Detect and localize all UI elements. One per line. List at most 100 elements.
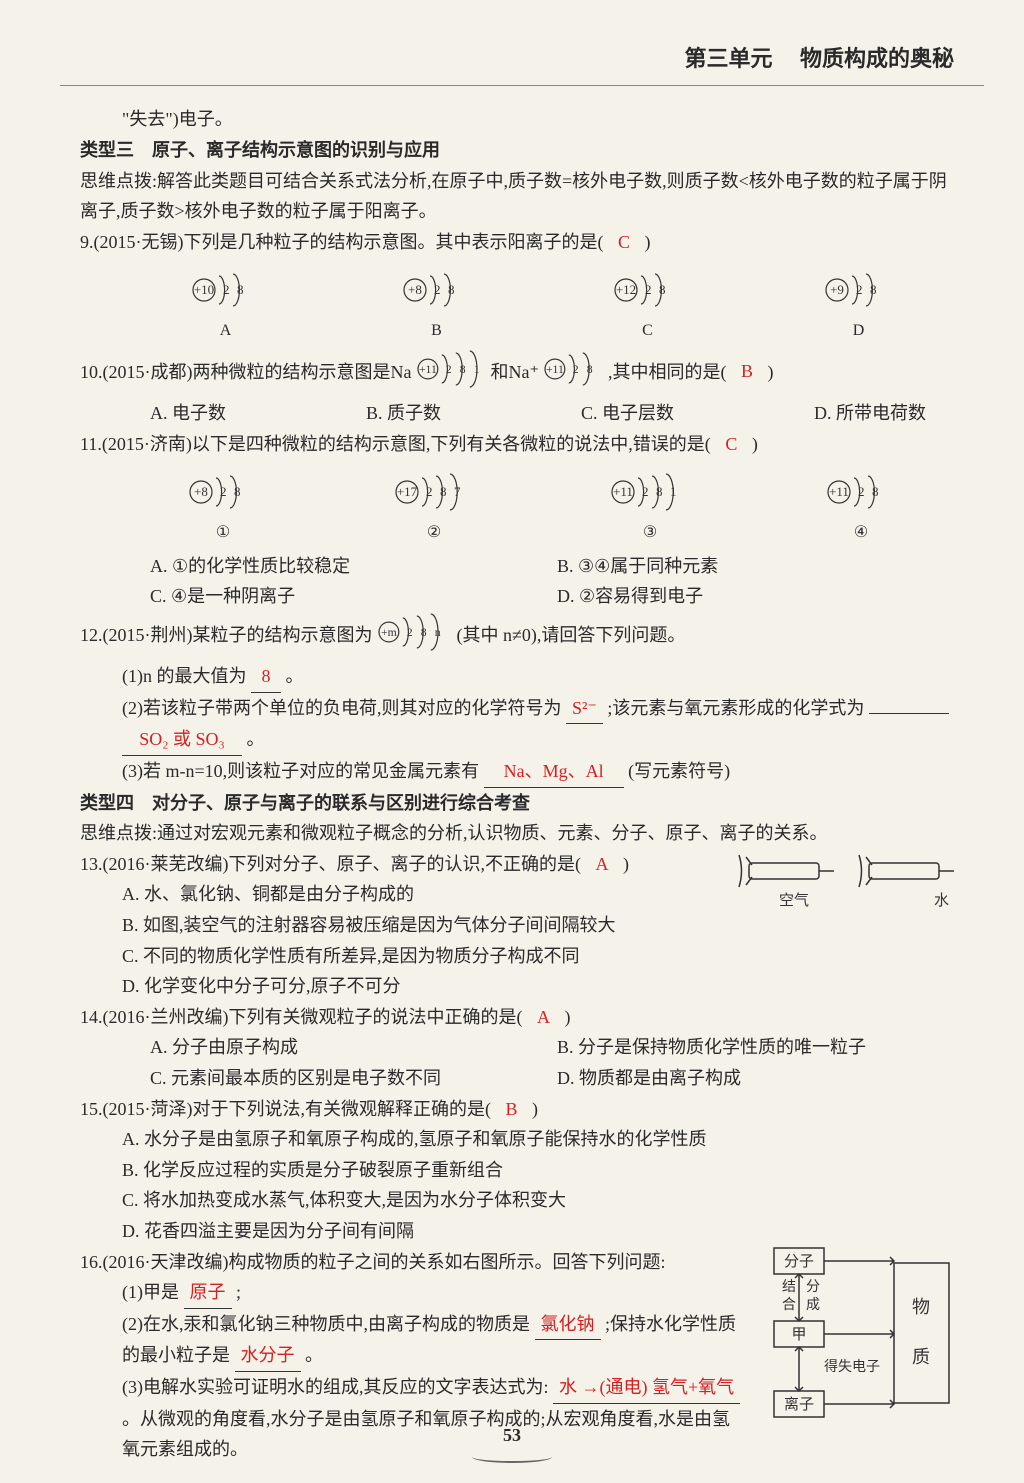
svg-text:2: 2: [426, 484, 433, 499]
svg-text:+9: +9: [830, 282, 844, 297]
type4-heading: 类型四 对分子、原子与离子的联系与区别进行综合考查: [80, 788, 964, 819]
svg-text:分子: 分子: [784, 1253, 814, 1270]
svg-text:2: 2: [573, 363, 579, 376]
atom-diagram: +11281③: [610, 467, 690, 546]
q15-stem: 15.(2015·菏泽)对于下列说法,有关微观解释正确的是( B ): [80, 1094, 964, 1125]
svg-text:2: 2: [220, 484, 227, 499]
svg-text:分: 分: [806, 1279, 820, 1295]
svg-text:+10: +10: [193, 282, 213, 297]
q11-options: A. ①的化学性质比较稳定 B. ③④属于同种元素 C. ④是一种阴离子 D. …: [150, 551, 964, 612]
atom-diagram: +828B: [402, 265, 472, 344]
q12-part3: (3)若 m-n=10,则该粒子对应的常见金属元素有 Na、Mg、Al (写元素…: [122, 756, 964, 788]
svg-text:2: 2: [407, 626, 413, 639]
svg-text:8: 8: [448, 282, 455, 297]
q12-ans2b: SO₂ 或 SO₃: [122, 724, 242, 756]
svg-text:8: 8: [421, 626, 427, 639]
svg-text:甲: 甲: [791, 1327, 806, 1343]
svg-text:结: 结: [782, 1279, 796, 1295]
opt-d: D. 化学变化中分子可分,原子不可分: [122, 971, 964, 1002]
q12-ans3: Na、Mg、Al: [484, 756, 624, 788]
svg-text:1: 1: [474, 363, 480, 376]
header-underline: [60, 85, 984, 86]
syringe-icon: 空气 水: [734, 845, 964, 925]
atom-diagram: +928D: [824, 265, 894, 344]
svg-text:2: 2: [858, 484, 865, 499]
opt-b: B. 分子是保持物质化学性质的唯一粒子: [557, 1032, 964, 1063]
opt-c: C. 元素间最本质的区别是电子数不同: [150, 1063, 557, 1094]
opt-a: A. ①的化学性质比较稳定: [150, 551, 557, 582]
relation-diagram: 分子 甲 离子 结 合 分 成 得失电子 物 质: [764, 1243, 964, 1433]
q11-answer: C: [715, 434, 747, 454]
q16-ans2b: 水分子: [235, 1340, 301, 1372]
svg-text:+12: +12: [615, 282, 635, 297]
opt-a: A. 分子由原子构成: [150, 1032, 557, 1063]
opt-b: B. 质子数: [366, 398, 441, 429]
atom-diagram: +1228C: [613, 265, 683, 344]
atom-diagram: +17287②: [394, 467, 474, 546]
unit-label: 第三单元: [684, 46, 772, 71]
intro-tail: "失去")电子。: [122, 104, 964, 135]
atom-diagram: +1028A: [191, 265, 261, 344]
svg-text:+11: +11: [546, 363, 564, 376]
svg-text:8: 8: [872, 484, 879, 499]
svg-text:1: 1: [670, 484, 677, 499]
q10-stem: 10.(2015·成都)两种微粒的结构示意图是Na +11281 和Na⁺ +1…: [80, 349, 964, 399]
svg-text:2: 2: [645, 282, 652, 297]
type3-hint: 思维点拨:解答此类题目可结合关系式法分析,在原子中,质子数=核外电子数,则质子数…: [80, 166, 964, 227]
svg-text:2: 2: [434, 282, 441, 297]
opt-d: D. ②容易得到电子: [557, 581, 964, 612]
svg-text:8: 8: [870, 282, 877, 297]
page-number: 53: [472, 1446, 552, 1463]
q16-ans2a: 氯化钠: [535, 1309, 601, 1341]
q12-ans1: 8: [251, 661, 281, 693]
q12-ans2a: S²⁻: [566, 693, 603, 725]
q14-options: A. 分子由原子构成 B. 分子是保持物质化学性质的唯一粒子 C. 元素间最本质…: [150, 1032, 964, 1093]
svg-text:+m: +m: [381, 626, 397, 639]
opt-a: A. 电子数: [150, 398, 226, 429]
syringe-figure: 空气 水: [734, 845, 964, 935]
q13-answer: A: [585, 854, 618, 874]
svg-text:8: 8: [587, 363, 593, 376]
svg-text:8: 8: [656, 484, 663, 499]
svg-text:2: 2: [642, 484, 649, 499]
svg-text:空气: 空气: [779, 892, 809, 909]
svg-text:+11: +11: [829, 484, 849, 499]
opt-a: A. 水分子是由氢原子和氧原子构成的,氢原子和氧原子能保持水的化学性质: [122, 1124, 964, 1155]
opt-b: B. 化学反应过程的实质是分子破裂原子重新组合: [122, 1155, 964, 1186]
q14-answer: A: [527, 1007, 560, 1027]
q10-options: A. 电子数 B. 质子数 C. 电子层数 D. 所带电荷数: [150, 398, 964, 429]
q16-ans1: 原子: [184, 1277, 232, 1309]
opt-b: B. ③④属于同种元素: [557, 551, 964, 582]
svg-text:2: 2: [856, 282, 863, 297]
q12-part2: (2)若该粒子带两个单位的负电荷,则其对应的化学符号为 S²⁻ ;该元素与氧元素…: [122, 693, 964, 756]
svg-text:8: 8: [237, 282, 244, 297]
svg-text:8: 8: [460, 363, 466, 376]
svg-text:成: 成: [806, 1297, 820, 1313]
q9-answer: C: [608, 232, 640, 252]
q10-answer: B: [731, 361, 763, 381]
svg-text:8: 8: [234, 484, 241, 499]
svg-text:物: 物: [912, 1297, 930, 1317]
svg-text:8: 8: [440, 484, 447, 499]
opt-c: C. ④是一种阴离子: [150, 581, 557, 612]
q11-stem: 11.(2015·济南)以下是四种微粒的结构示意图,下列有关各微粒的说法中,错误…: [80, 429, 964, 460]
svg-text:合: 合: [782, 1297, 796, 1313]
q16-ans3: 水 →(通电) 氢气+氧气: [553, 1372, 740, 1404]
svg-text:7: 7: [454, 484, 461, 499]
opt-c: C. 不同的物质化学性质有所差异,是因为物质分子构成不同: [122, 941, 964, 972]
opt-d: D. 物质都是由离子构成: [557, 1063, 964, 1094]
svg-text:得失电子: 得失电子: [824, 1358, 880, 1375]
svg-text:2: 2: [446, 363, 452, 376]
q11-atoms: +828① +17287② +11281③ +1128④: [120, 467, 964, 546]
opt-c: C. 将水加热变成水蒸气,体积变大,是因为水分子体积变大: [122, 1185, 964, 1216]
q13: 空气 水 13.(2016·莱芜改编)下列对分子、原子、离子的认识,不正确的是(…: [80, 849, 964, 1002]
q9-atoms: +1028A +828B +1228C +928D: [120, 265, 964, 344]
svg-text:质: 质: [912, 1347, 930, 1367]
atom-diagram: +828①: [188, 467, 258, 546]
svg-text:+17: +17: [397, 484, 418, 499]
svg-text:+8: +8: [194, 484, 208, 499]
opt-d: D. 所带电荷数: [814, 398, 926, 429]
atom-diagram: +1128④: [826, 467, 896, 546]
q14-stem: 14.(2016·兰州改编)下列有关微观粒子的说法中正确的是( A ): [80, 1002, 964, 1033]
page-header: 第三单元 物质构成的奥秘: [80, 40, 964, 77]
